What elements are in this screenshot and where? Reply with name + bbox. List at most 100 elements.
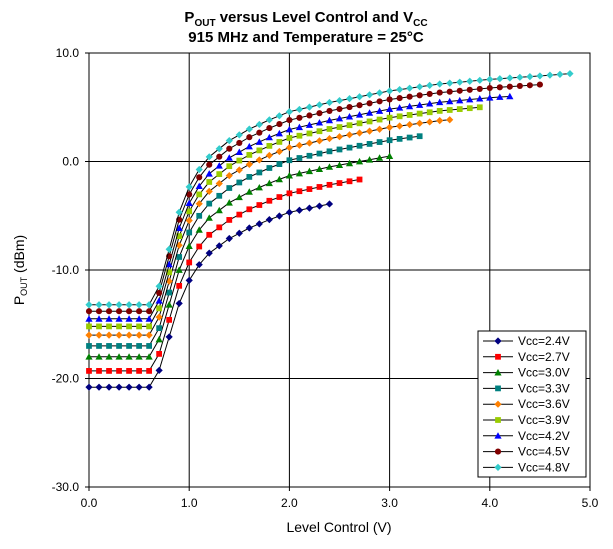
- data-point: [295, 141, 304, 149]
- data-point: [246, 134, 253, 141]
- legend-marker: [494, 337, 502, 345]
- legend-label: Vcc=3.6V: [518, 397, 570, 411]
- data-point: [216, 153, 223, 160]
- data-point: [315, 101, 324, 109]
- data-point: [275, 112, 283, 120]
- data-point: [295, 105, 304, 114]
- title-middle-text: versus Level Control and V: [216, 9, 414, 26]
- data-point: [376, 98, 383, 105]
- data-point: [295, 169, 304, 177]
- data-point: [375, 107, 384, 114]
- data-point: [366, 100, 373, 107]
- data-point: [345, 159, 354, 167]
- data-point: [386, 114, 393, 121]
- series-vcc-2-4v: [85, 200, 334, 391]
- data-point: [335, 114, 344, 122]
- data-point: [356, 176, 363, 183]
- data-point: [275, 147, 283, 156]
- data-point: [146, 323, 152, 330]
- data-point: [215, 206, 223, 214]
- legend-marker: [495, 385, 501, 392]
- data-point: [426, 90, 433, 98]
- data-point: [506, 92, 514, 100]
- data-point: [225, 199, 233, 206]
- data-point: [155, 297, 163, 304]
- data-point: [275, 175, 283, 183]
- y-tick-label: 0.0: [62, 155, 79, 169]
- data-point: [336, 124, 343, 130]
- data-point: [466, 95, 474, 103]
- data-point: [256, 202, 263, 208]
- legend-entry: Vcc=3.9V: [483, 413, 570, 427]
- data-point: [286, 190, 293, 197]
- data-point: [396, 85, 404, 94]
- series-vcc-3-0v: [85, 152, 394, 360]
- data-point: [426, 100, 434, 107]
- x-axis-label: Level Control (V): [286, 519, 391, 535]
- data-point: [315, 119, 324, 126]
- data-point: [135, 315, 143, 322]
- data-point: [325, 200, 334, 208]
- data-point: [235, 193, 243, 201]
- data-point: [95, 308, 103, 315]
- series-vcc-2-7v: [86, 176, 363, 374]
- data-point: [305, 121, 314, 128]
- data-point: [386, 87, 394, 95]
- legend-marker: [495, 353, 501, 360]
- data-point: [396, 113, 403, 120]
- data-point: [285, 172, 293, 179]
- data-point: [375, 89, 384, 97]
- data-point: [205, 153, 213, 161]
- data-point: [365, 156, 374, 163]
- data-point: [296, 155, 303, 161]
- data-point: [225, 154, 233, 161]
- data-point: [136, 343, 142, 349]
- data-point: [286, 157, 293, 164]
- data-point: [196, 243, 203, 250]
- legend-label: Vcc=3.9V: [518, 413, 570, 427]
- data-point: [186, 208, 193, 215]
- series-line: [89, 106, 480, 327]
- data-point: [106, 343, 112, 349]
- data-point: [176, 282, 183, 289]
- x-tick-label: 5.0: [582, 496, 599, 510]
- data-point: [316, 128, 323, 135]
- data-point: [305, 139, 314, 147]
- data-point: [345, 95, 354, 103]
- data-point: [95, 315, 103, 322]
- data-point: [265, 133, 273, 141]
- data-point: [365, 127, 374, 135]
- data-point: [225, 234, 233, 243]
- data-point: [315, 165, 324, 172]
- data-point: [105, 331, 113, 339]
- data-point: [276, 194, 283, 200]
- data-point: [305, 103, 314, 111]
- data-point: [155, 313, 163, 321]
- data-point: [135, 331, 143, 339]
- data-point: [496, 93, 504, 100]
- data-point: [566, 70, 574, 78]
- data-point: [105, 315, 113, 322]
- data-point: [286, 117, 293, 124]
- data-point: [276, 121, 283, 128]
- data-point: [375, 154, 384, 161]
- data-point: [95, 383, 103, 391]
- data-point: [265, 116, 273, 124]
- data-point: [105, 353, 113, 360]
- series-vcc-3-6v: [85, 116, 454, 339]
- data-point: [386, 123, 394, 131]
- data-point: [186, 259, 193, 266]
- data-point: [406, 93, 413, 100]
- data-point: [245, 125, 253, 133]
- data-point: [336, 105, 343, 113]
- data-point: [175, 224, 183, 231]
- data-point: [115, 315, 123, 322]
- series-line: [89, 135, 420, 347]
- data-point: [355, 129, 364, 137]
- data-point: [516, 82, 523, 90]
- data-point: [196, 174, 203, 181]
- data-point: [145, 315, 153, 322]
- y-tick-label: -30.0: [52, 480, 80, 494]
